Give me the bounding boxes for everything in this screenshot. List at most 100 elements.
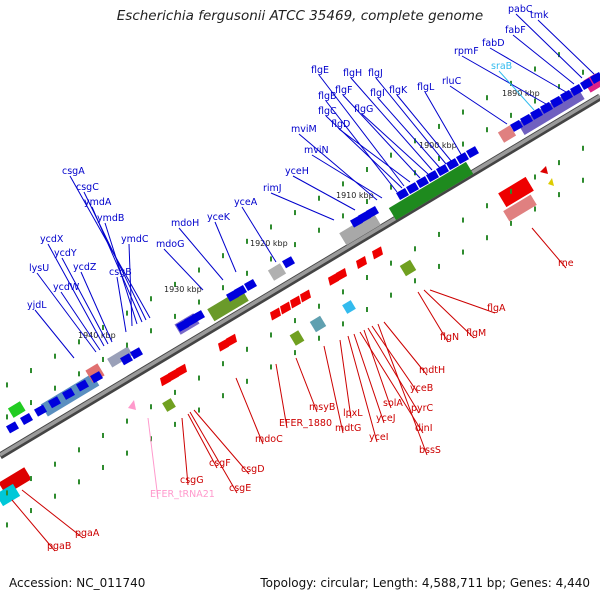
reverse-gene-arrow bbox=[290, 295, 301, 309]
reverse-gene-leader bbox=[371, 325, 419, 394]
forward-gene-leader bbox=[116, 276, 127, 333]
gene-arrows bbox=[6, 71, 600, 434]
kbp-tick-label: 1940 kbp bbox=[78, 331, 116, 340]
reverse-gene-leader bbox=[383, 321, 428, 376]
forward-gene-label: flgG bbox=[354, 104, 373, 115]
reverse-gene-label: pyrC bbox=[411, 403, 434, 414]
forward-gene-leader bbox=[489, 47, 567, 93]
forward-gene-leader bbox=[270, 192, 335, 221]
forward-gene-leader bbox=[377, 97, 441, 169]
reverse-gene-leader bbox=[181, 417, 189, 486]
grid-dot bbox=[318, 335, 320, 341]
grid-dot bbox=[582, 145, 584, 151]
reverse-gene-leader bbox=[21, 489, 84, 539]
grid-dot bbox=[534, 98, 536, 104]
forward-gene-arrow bbox=[540, 101, 553, 114]
grid-dot bbox=[438, 231, 440, 237]
forward-gene-label: flgD bbox=[331, 119, 350, 130]
grid-dot bbox=[246, 378, 248, 384]
reverse-gene-leader bbox=[235, 377, 264, 445]
grid-dot bbox=[270, 224, 272, 230]
grid-dot bbox=[558, 192, 560, 198]
reverse-gene-leader bbox=[295, 357, 318, 413]
grid-dot bbox=[294, 242, 296, 248]
reverse-gene-label: mdtG bbox=[335, 423, 361, 434]
reverse-gene-label: solA bbox=[383, 398, 403, 409]
reverse-gene-label: mdoC bbox=[255, 434, 283, 445]
reverse-gene-arrow bbox=[218, 338, 229, 352]
grid-dot bbox=[270, 364, 272, 370]
gc-block bbox=[339, 212, 381, 246]
forward-gene-label: flgF bbox=[335, 85, 352, 96]
grid-dot bbox=[102, 432, 104, 438]
ncrna-gene-label: sraB bbox=[491, 61, 512, 72]
reverse-gene-leader bbox=[377, 323, 428, 456]
grid-dot bbox=[102, 324, 104, 330]
forward-gene-leader bbox=[325, 100, 398, 193]
gc-block bbox=[503, 194, 537, 222]
grid-dot bbox=[366, 275, 368, 281]
forward-gene-label: fabF bbox=[505, 25, 526, 36]
reverse-gene-label: pgaA bbox=[75, 528, 100, 539]
grid-dot bbox=[222, 253, 224, 259]
grid-dot bbox=[558, 52, 560, 58]
grid-dot bbox=[486, 127, 488, 133]
grid-dot bbox=[534, 174, 536, 180]
forward-gene-label: ycdX bbox=[40, 234, 64, 245]
forward-gene-leader bbox=[361, 113, 429, 175]
forward-gene-leader bbox=[342, 94, 421, 179]
grid-dot bbox=[582, 177, 584, 183]
grid-dot bbox=[534, 66, 536, 72]
grid-dot bbox=[102, 464, 104, 470]
forward-gene-label: flgL bbox=[417, 82, 435, 93]
forward-gene-leader bbox=[292, 175, 356, 211]
grid-dot bbox=[438, 263, 440, 269]
forward-gene-label: ycdW bbox=[53, 282, 80, 293]
grid-dot bbox=[246, 346, 248, 352]
forward-gene-arrow bbox=[366, 206, 379, 219]
reverse-gene-label: mdtH bbox=[419, 365, 445, 376]
reverse-gene-label: flgN bbox=[440, 332, 459, 343]
forward-gene-arrow bbox=[436, 164, 449, 177]
gc-block bbox=[399, 259, 417, 277]
gc-block bbox=[162, 398, 176, 412]
forward-gene-leader bbox=[461, 55, 547, 105]
forward-gene-arrow bbox=[6, 421, 19, 434]
forward-gene-arrow bbox=[396, 188, 409, 201]
grid-dot bbox=[174, 281, 176, 287]
gc-block bbox=[388, 161, 474, 221]
grid-dot bbox=[318, 303, 320, 309]
grid-dot bbox=[222, 393, 224, 399]
grid-dot bbox=[366, 167, 368, 173]
forward-gene-label: flgE bbox=[311, 65, 329, 76]
reverse-gene-label: EFER_1880 bbox=[279, 418, 332, 429]
grid-dot bbox=[78, 479, 80, 485]
gc-block bbox=[497, 125, 517, 143]
forward-gene-arrow bbox=[550, 95, 563, 108]
kbp-tick-label: 1890 kbp bbox=[502, 89, 540, 98]
reverse-gene-leader bbox=[11, 499, 56, 552]
grid-dot bbox=[438, 123, 440, 129]
reverse-gene-leader bbox=[347, 335, 378, 443]
grid-dot bbox=[342, 181, 344, 187]
forward-gene-arrow bbox=[244, 279, 257, 292]
forward-gene-arrow bbox=[192, 310, 205, 323]
forward-gene-arrow bbox=[48, 396, 61, 409]
forward-gene-arrow bbox=[76, 379, 89, 392]
grid-dot bbox=[30, 508, 32, 514]
grid-dot bbox=[78, 447, 80, 453]
reverse-gene-label: yceI bbox=[369, 432, 389, 443]
reverse-gene-label: yceB bbox=[410, 383, 433, 394]
forward-gene-label: yceH bbox=[285, 166, 309, 177]
reverse-gene-label: csgG bbox=[180, 475, 204, 486]
grid-dot bbox=[390, 260, 392, 266]
forward-feature-blocks bbox=[0, 73, 600, 507]
forward-gene-label: rluC bbox=[442, 76, 462, 87]
forward-gene-arrow bbox=[560, 89, 573, 102]
grid-dot bbox=[54, 493, 56, 499]
reverse-gene-leader bbox=[339, 339, 352, 419]
forward-gene-label: mviN bbox=[304, 145, 329, 156]
reverse-gene-arrow bbox=[168, 368, 179, 382]
forward-gene-leader bbox=[338, 128, 411, 183]
forward-gene-label: csgB bbox=[109, 267, 132, 278]
